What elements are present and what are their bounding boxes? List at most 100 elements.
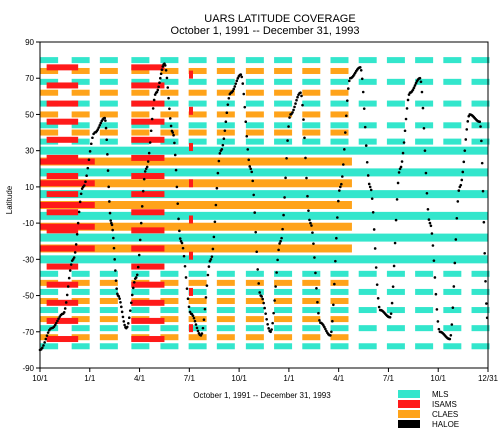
haloe-point [400,160,404,163]
haloe-point [365,160,369,164]
legend-swatch-claes [398,410,420,418]
claes-highlat-mark [216,316,235,323]
mls-highlat-mark [160,307,179,314]
haloe-point [193,319,197,323]
claes-highlat-mark [40,67,59,74]
claes-highlat-mark [99,89,118,96]
haloe-point [173,141,176,145]
mls-highlat-mark [40,78,59,85]
mls-equatorial-stripe [40,211,488,220]
haloe-point [44,337,48,341]
mls-highlat-mark [160,343,179,350]
claes-highlat-mark [99,316,118,323]
isams-equatorial-stripe [40,202,95,208]
mls-highlat-mark [216,325,235,332]
isams-equatorial-stripe [40,180,95,187]
mls-highlat-mark [245,100,264,107]
haloe-point [276,258,279,262]
claes-highlat-mark [302,111,321,118]
haloe-point [137,253,141,257]
haloe-point [88,150,92,153]
haloe-point [106,153,109,156]
mls-highlat-mark [358,122,377,129]
mls-highlat-mark [471,78,490,85]
mls-highlat-mark [40,307,59,314]
mls-highlat-mark [274,325,293,332]
haloe-point [168,107,171,111]
haloe-point [108,200,111,203]
haloe-point [247,158,251,162]
isams-column-mark [131,173,165,180]
mls-highlat-mark [274,100,293,107]
haloe-point [370,197,374,200]
mls-highlat-mark [386,78,405,85]
mls-highlat-mark [71,138,90,145]
haloe-point [425,191,429,195]
y-tick-label: 90 [25,38,34,47]
mls-highlat-mark [471,100,490,107]
y-tick-label: 70 [25,74,34,83]
haloe-point [461,170,465,174]
haloe-point [200,332,204,335]
claes-highlat-mark [160,89,179,96]
haloe-point [304,156,307,160]
haloe-point [338,189,341,192]
haloe-point [242,92,246,96]
haloe-point [207,265,211,268]
mls-highlat-mark [302,122,321,129]
haloe-point [330,330,333,334]
haloe-point [464,138,468,141]
claes-highlat-mark [99,129,118,136]
mls-highlat-mark [330,138,349,145]
haloe-point [310,224,313,227]
haloe-point [148,141,152,144]
haloe-point [450,323,454,326]
haloe-point [139,221,143,225]
claes-highlat-mark [330,334,349,341]
haloe-point [343,148,346,151]
haloe-point [145,165,149,169]
haloe-point [455,216,459,220]
haloe-point [99,121,103,125]
mls-highlat-mark [188,78,207,85]
mls-highlat-mark [443,122,462,129]
y-tick-label: 30 [25,147,34,156]
haloe-point [430,232,434,235]
haloe-point [239,73,243,76]
haloe-point [161,65,165,68]
mls-highlat-mark [99,325,118,332]
haloe-point [251,179,255,183]
haloe-point [73,251,77,254]
haloe-point [151,107,155,110]
mls-highlat-mark [160,270,179,277]
mls-highlat-mark [188,307,207,314]
haloe-point [181,246,185,250]
haloe-point [261,297,264,301]
haloe-point [166,86,170,89]
haloe-point [86,166,90,170]
mls-highlat-mark [131,57,150,64]
haloe-point [54,321,58,325]
mls-highlat-mark [131,122,150,129]
haloe-point [434,292,438,296]
haloe-point [483,251,486,255]
mls-highlat-mark [358,288,377,295]
mls-highlat-mark [302,288,321,295]
haloe-point [272,311,275,315]
haloe-point [451,306,455,309]
claes-highlat-mark [216,67,235,74]
mls-highlat-mark [471,343,490,350]
haloe-point [171,131,175,134]
haloe-point [103,116,107,120]
claes-highlat-mark [302,129,321,136]
haloe-point [125,325,129,329]
mls-highlat-mark [302,57,321,64]
haloe-point [65,293,69,297]
haloe-point [288,116,291,119]
mls-highlat-mark [415,288,434,295]
claes-highlat-mark [245,279,264,286]
haloe-point [478,120,482,123]
haloe-point [342,163,345,166]
haloe-point [183,264,187,268]
haloe-point [314,271,317,275]
